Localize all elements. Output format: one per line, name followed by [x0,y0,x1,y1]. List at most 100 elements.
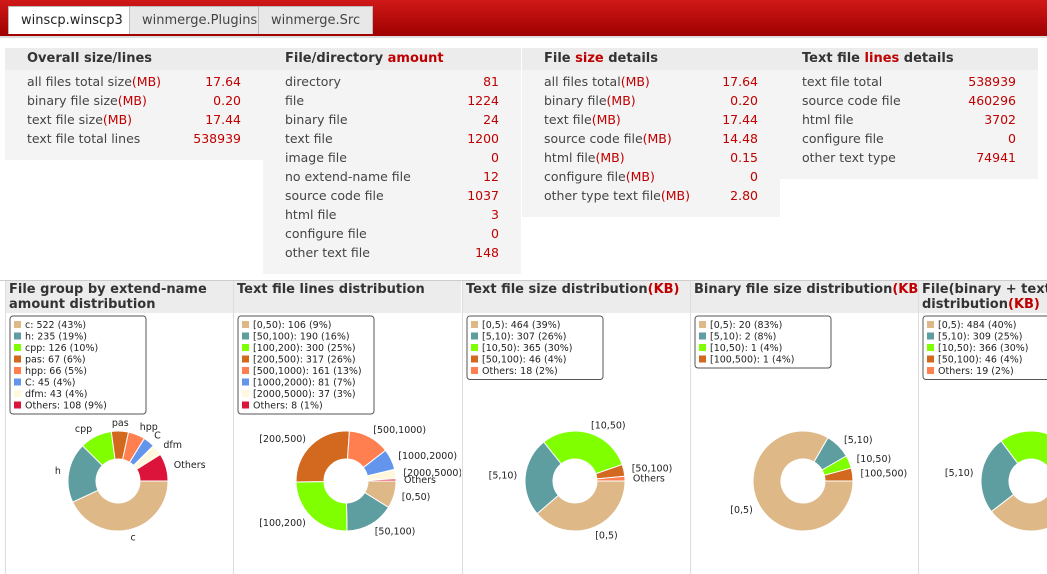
donut-slice [295,480,348,532]
slice-label: [50,100) [375,526,416,537]
chart: [0,5): 484 (40%)[5,10): 309 (25%)[10,50)… [922,315,1047,532]
slice-label: [500,1000) [373,425,426,436]
legend-label: [0,5): 464 (39%) [482,320,560,331]
stat-label: text file total [802,74,883,89]
title-part: (KB) [1008,297,1040,312]
stat-row: directory 81 [263,72,521,91]
donut-slice [980,440,1019,513]
legend-label: [100,200): 300 (25%) [253,343,356,354]
panel-body: all files total(MB) 17.64 binary file(MB) 0… [522,70,780,217]
stats-panel: File size details all files total(MB) 17.6… [522,48,780,217]
stat-row: configure file(MB) 0 [522,167,780,186]
stat-row: text file total lines 538939 [5,129,263,148]
title-part: (KB) [892,282,918,297]
chart-panel: Binary file size distribution(KB)[0,5): … [690,281,918,574]
slice-label: Others [404,475,436,486]
legend-label: [10,50): 1 (4%) [710,343,782,354]
legend-label: [0,50): 106 (9%) [253,320,331,331]
tab[interactable]: winmerge.Plugins [129,6,271,34]
stat-value: 14.48 [722,131,758,146]
stat-row: all files total(MB) 17.64 [522,72,780,91]
legend-label: c: 522 (43%) [25,320,86,331]
legend-label: [500,1000): 161 (13%) [253,366,362,377]
stat-value: 12 [483,169,499,184]
stat-row: binary file 24 [263,110,521,129]
title-part: File [544,51,576,66]
legend-box [466,315,604,380]
legend-swatch [14,332,21,340]
slice-label: Others [633,473,665,484]
donut-slice [543,430,623,475]
slice-label: [10,50) [591,420,626,431]
legend-label: C: 45 (4%) [25,378,75,389]
stat-value: 538939 [968,74,1016,89]
title-part: amount [387,51,444,66]
slice-label: hpp [140,422,158,433]
stat-row: source code file 1037 [263,186,521,205]
donut-slice [752,430,854,532]
donut-slice [135,453,169,482]
stat-unit: (MB) [117,93,147,108]
stat-label: all files total [544,74,621,89]
slice-label: C [154,431,161,442]
stat-value: 81 [483,74,499,89]
charts-area: File group by extend-name amount distrib… [0,280,1047,574]
slice-label: c [131,533,136,544]
stat-label: configure file [285,226,367,241]
legend-label: [10,50): 365 (30%) [482,343,573,354]
chart: [0,50): 106 (9%)[50,100): 190 (16%)[100,… [237,315,461,537]
panel-title: File/directory amount [263,48,521,70]
stat-label: other text type [802,150,896,165]
legend-label: [50,100): 46 (4%) [938,355,1022,366]
chart-title: Binary file size distribution(KB) [691,281,918,313]
legend-label: [50,100): 46 (4%) [482,355,566,366]
legend-swatch [14,355,21,363]
panel-title: Text file lines details [780,48,1038,70]
slice-label: [100,500) [861,468,908,479]
stat-value: 3702 [984,112,1016,127]
stat-row: other text file 148 [263,243,521,262]
tab[interactable]: winscp.winscp3 [8,6,136,34]
legend-label: [10,50): 366 (30%) [938,343,1029,354]
slice-label: pas [112,418,129,429]
stat-value: 2.80 [730,188,758,203]
legend-label: Others: 108 (9%) [25,401,107,412]
stat-row: file 1224 [263,91,521,110]
stat-value: 0 [491,226,499,241]
legend-label: [5,10): 309 (25%) [938,332,1022,343]
stat-label: file [285,93,305,108]
donut-slice [823,467,854,482]
slice-label: [50,100) [632,464,673,475]
legend-swatch [242,355,249,363]
stat-value: 538939 [193,131,241,146]
stat-row: configure file 0 [263,224,521,243]
legend-swatch [242,332,249,340]
legend-swatch [927,344,934,351]
legend-label: hpp: 66 (5%) [25,366,87,377]
legend-label: Others: 18 (2%) [482,366,558,377]
donut-slice [295,430,350,483]
donut-slice [367,478,397,482]
legend-label: Others: 8 (1%) [253,401,323,412]
stat-label: source code file [285,188,384,203]
tab[interactable]: winmerge.Src [258,6,374,34]
stat-value: 0.20 [213,93,241,108]
title-part: (KB) [647,282,680,297]
chart-panel: File(binary + text) Size distribution(KB… [918,281,1047,574]
stat-unit: (MB) [660,188,690,203]
stat-row: text file 1200 [263,129,521,148]
legend-label: [5,10): 307 (26%) [482,332,566,343]
stat-value: 1200 [467,131,499,146]
legend-swatch [242,344,249,351]
stat-value: 0.15 [730,150,758,165]
stat-unit: (MB) [131,74,162,89]
legend-label: Others: 19 (2%) [938,366,1014,377]
stat-row: source code file(MB) 14.48 [522,129,780,148]
stat-value: 17.64 [722,74,758,89]
chart: [0,5): 464 (39%)[5,10): 307 (26%)[10,50)… [466,315,673,541]
title-part: Text file [802,51,865,66]
legend-swatch [14,344,21,351]
slice-label: [0,5) [730,505,753,516]
legend-swatch [242,378,249,386]
